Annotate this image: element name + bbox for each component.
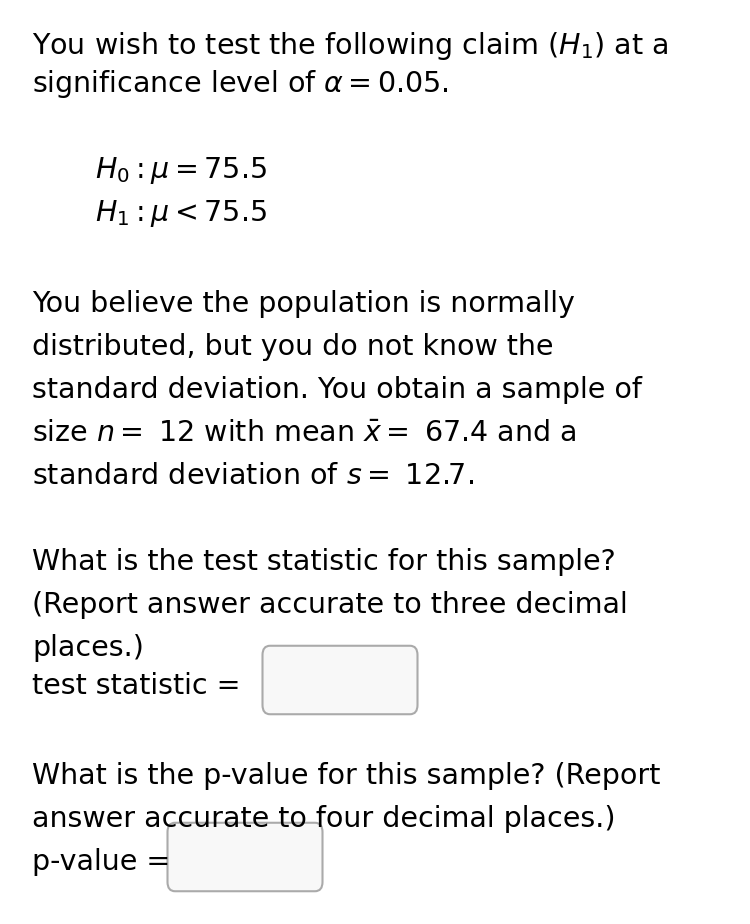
Text: You believe the population is normally: You believe the population is normally bbox=[32, 290, 574, 318]
Text: p-value =: p-value = bbox=[32, 848, 170, 876]
Text: $H_0: \mu = 75.5$: $H_0: \mu = 75.5$ bbox=[95, 155, 267, 186]
FancyBboxPatch shape bbox=[262, 646, 418, 714]
FancyBboxPatch shape bbox=[167, 822, 322, 892]
Text: $H_1: \mu < 75.5$: $H_1: \mu < 75.5$ bbox=[95, 198, 267, 229]
Text: standard deviation of $s =$ 12.7.: standard deviation of $s =$ 12.7. bbox=[32, 462, 474, 490]
Text: What is the test statistic for this sample?: What is the test statistic for this samp… bbox=[32, 548, 616, 576]
Text: answer accurate to four decimal places.): answer accurate to four decimal places.) bbox=[32, 805, 616, 833]
Text: significance level of $\alpha = 0.05$.: significance level of $\alpha = 0.05$. bbox=[32, 68, 448, 100]
Text: distributed, but you do not know the: distributed, but you do not know the bbox=[32, 333, 554, 361]
Text: standard deviation. You obtain a sample of: standard deviation. You obtain a sample … bbox=[32, 376, 642, 404]
Text: size $n =$ 12 with mean $\bar{x} =$ 67.4 and a: size $n =$ 12 with mean $\bar{x} =$ 67.4… bbox=[32, 419, 576, 447]
Text: (Report answer accurate to three decimal: (Report answer accurate to three decimal bbox=[32, 591, 628, 619]
Text: places.): places.) bbox=[32, 634, 144, 662]
Text: What is the p-value for this sample? (Report: What is the p-value for this sample? (Re… bbox=[32, 762, 660, 790]
Text: test statistic =: test statistic = bbox=[32, 672, 241, 700]
Text: You wish to test the following claim ($H_1$) at a: You wish to test the following claim ($H… bbox=[32, 30, 668, 62]
